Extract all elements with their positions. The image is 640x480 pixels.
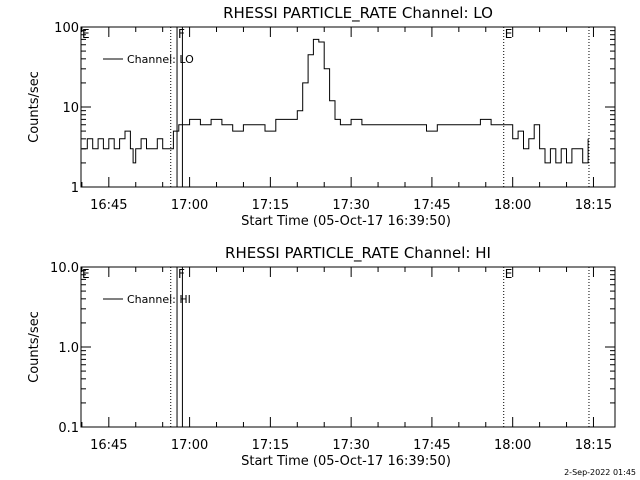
marker-label: F <box>178 27 185 41</box>
legend-label: Channel: HI <box>127 293 191 306</box>
x-tick-label: 17:15 <box>252 198 289 213</box>
plot-frame <box>80 266 616 428</box>
y-tick-label: 10.0 <box>50 261 79 276</box>
marker-label: E <box>82 267 90 281</box>
y-tick-label: 1 <box>71 181 79 196</box>
x-tick-label: 18:00 <box>494 198 531 213</box>
x-tick-label: 17:15 <box>252 438 289 453</box>
marker-label: F <box>178 267 185 281</box>
chart-panel-1: RHESSI PARTICLE_RATE Channel: HI 0.1 1.0 10… <box>27 244 616 469</box>
timestamp-stamp: 2-Sep-2022 01:45 <box>564 468 636 477</box>
x-tick-label: 16:45 <box>90 438 127 453</box>
y-tick-label: 1.0 <box>58 341 79 356</box>
y-axis-label: Counts/sec <box>27 311 42 383</box>
y-tick-label: 10 <box>62 101 79 116</box>
x-tick-label: 17:00 <box>171 438 208 453</box>
x-axis-label: Start Time (05-Oct-17 16:39:50) <box>241 454 451 469</box>
x-tick-label: 17:30 <box>332 438 369 453</box>
y-axis-label: Counts/sec <box>27 71 42 143</box>
x-axis-label: Start Time (05-Oct-17 16:39:50) <box>241 214 451 229</box>
x-tick-label: 17:45 <box>413 438 450 453</box>
plot-frame <box>80 26 616 188</box>
y-tick-label: 100 <box>54 21 79 36</box>
chart-panel-0: RHESSI PARTICLE_RATE Channel: LO 1 10 100 16… <box>27 4 616 229</box>
marker-label: E <box>82 27 90 41</box>
x-tick-label: 17:45 <box>413 198 450 213</box>
y-tick-label: 0.1 <box>58 421 79 436</box>
x-tick-label: 18:00 <box>494 438 531 453</box>
marker-label: E <box>505 267 513 281</box>
legend-label: Channel: LO <box>127 53 194 66</box>
marker-label: E <box>505 27 513 41</box>
x-tick-label: 17:30 <box>332 198 369 213</box>
chart-title: RHESSI PARTICLE_RATE Channel: HI <box>225 244 491 263</box>
x-tick-label: 16:45 <box>90 198 127 213</box>
x-tick-label: 18:15 <box>575 198 612 213</box>
chart-title: RHESSI PARTICLE_RATE Channel: LO <box>223 4 493 23</box>
x-tick-label: 18:15 <box>575 438 612 453</box>
x-tick-label: 17:00 <box>171 198 208 213</box>
series-line <box>81 38 589 164</box>
